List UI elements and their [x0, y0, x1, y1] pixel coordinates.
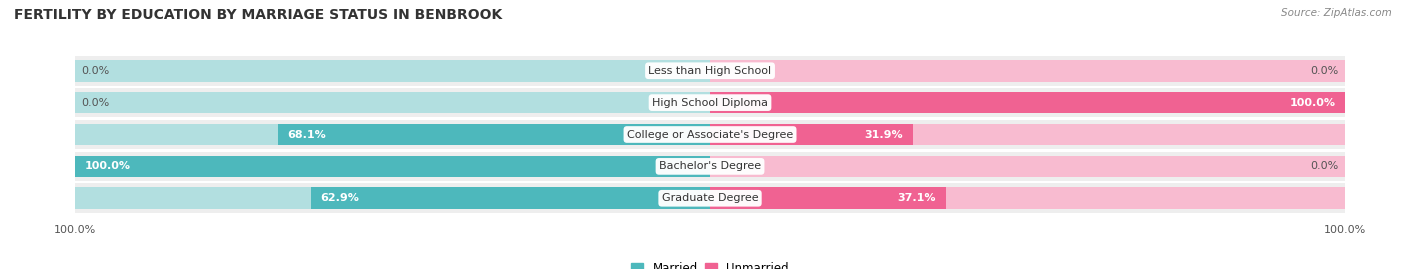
Bar [76, 56, 1344, 86]
Text: College or Associate's Degree: College or Associate's Degree [627, 129, 793, 140]
Bar [76, 187, 710, 209]
Bar [311, 187, 710, 209]
Text: 62.9%: 62.9% [321, 193, 359, 203]
Text: 0.0%: 0.0% [82, 66, 110, 76]
Text: 0.0%: 0.0% [1310, 66, 1339, 76]
Bar [76, 60, 710, 82]
Bar [76, 124, 710, 145]
Text: 0.0%: 0.0% [1310, 161, 1339, 171]
Bar [76, 155, 710, 177]
Bar [710, 92, 1344, 114]
Bar [710, 155, 1344, 177]
Bar [76, 88, 1344, 118]
Bar [76, 155, 710, 177]
Bar [710, 124, 1344, 145]
Text: Bachelor's Degree: Bachelor's Degree [659, 161, 761, 171]
Text: 68.1%: 68.1% [287, 129, 326, 140]
Bar [76, 151, 1344, 181]
Text: Source: ZipAtlas.com: Source: ZipAtlas.com [1281, 8, 1392, 18]
Bar [710, 60, 1344, 82]
Bar [710, 187, 1344, 209]
Bar [710, 92, 1344, 114]
Text: High School Diploma: High School Diploma [652, 98, 768, 108]
Text: 0.0%: 0.0% [82, 98, 110, 108]
Text: 100.0%: 100.0% [84, 161, 131, 171]
Legend: Married, Unmarried: Married, Unmarried [627, 258, 793, 269]
Bar [278, 124, 710, 145]
Text: 100.0%: 100.0% [1289, 98, 1336, 108]
Text: Less than High School: Less than High School [648, 66, 772, 76]
Bar [76, 92, 710, 114]
Text: Graduate Degree: Graduate Degree [662, 193, 758, 203]
Bar [710, 187, 945, 209]
Text: 37.1%: 37.1% [897, 193, 936, 203]
Text: 31.9%: 31.9% [865, 129, 903, 140]
Bar [710, 124, 912, 145]
Bar [76, 183, 1344, 213]
Bar [76, 120, 1344, 149]
Text: FERTILITY BY EDUCATION BY MARRIAGE STATUS IN BENBROOK: FERTILITY BY EDUCATION BY MARRIAGE STATU… [14, 8, 502, 22]
